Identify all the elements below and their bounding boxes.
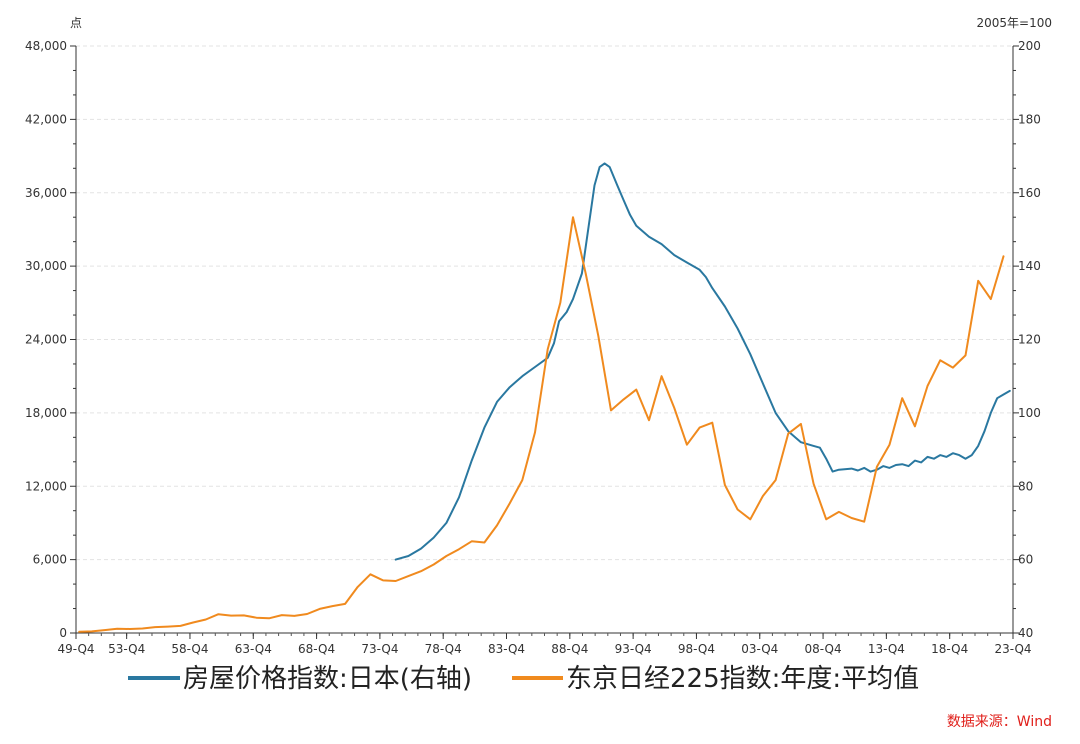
- left-tick-label: 6,000: [33, 553, 67, 567]
- x-tick-label: 98-Q4: [678, 642, 715, 656]
- right-tick-label: 200: [1018, 39, 1041, 53]
- right-tick-label: 40: [1018, 626, 1033, 640]
- right-tick-label: 160: [1018, 186, 1041, 200]
- series-line-nikkei: [78, 216, 1005, 633]
- right-tick-label: 140: [1018, 259, 1041, 273]
- legend: 房屋价格指数:日本(右轴) 东京日经225指数:年度:平均值: [128, 664, 919, 694]
- x-tick-label: 78-Q4: [425, 642, 462, 656]
- right-tick-label: 100: [1018, 406, 1041, 420]
- left-tick-label: 0: [59, 626, 67, 640]
- x-tick-label: 03-Q4: [741, 642, 778, 656]
- x-tick-label: 23-Q4: [994, 642, 1031, 656]
- legend-label-nikkei: 东京日经225指数:年度:平均值: [566, 664, 919, 694]
- x-tick-label: 73-Q4: [361, 642, 398, 656]
- left-tick-label: 24,000: [25, 333, 67, 347]
- grid-lines: [76, 45, 1013, 561]
- left-tick-label: 18,000: [25, 406, 67, 420]
- left-tick-label: 48,000: [25, 39, 67, 53]
- left-tick-label: 36,000: [25, 186, 67, 200]
- right-tick-label: 60: [1018, 553, 1033, 567]
- axes: 0 40 6,000 60 12,000 80 18,000 100 24,000 120 30,0…: [25, 39, 1041, 656]
- x-tick-label: 88-Q4: [551, 642, 588, 656]
- x-tick-label: 93-Q4: [615, 642, 652, 656]
- x-tick-label: 63-Q4: [235, 642, 272, 656]
- x-tick-label: 13-Q4: [868, 642, 905, 656]
- right-tick-label: 180: [1018, 112, 1041, 126]
- x-tick-label: 83-Q4: [488, 642, 525, 656]
- left-tick-label: 42,000: [25, 112, 67, 126]
- legend-label-house-price: 房屋价格指数:日本(右轴): [183, 664, 472, 694]
- left-tick-label: 30,000: [25, 259, 67, 273]
- series-line-house-price: [394, 162, 1011, 561]
- x-tick-label: 49-Q4: [57, 642, 94, 656]
- x-tick-label: 53-Q4: [108, 642, 145, 656]
- series-lines: [78, 162, 1011, 633]
- x-tick-label: 08-Q4: [805, 642, 842, 656]
- left-axis-unit: 点: [70, 16, 82, 30]
- x-tick-label: 68-Q4: [298, 642, 335, 656]
- right-tick-label: 120: [1018, 333, 1041, 347]
- right-tick-label: 80: [1018, 479, 1033, 493]
- left-tick-label: 12,000: [25, 479, 67, 493]
- x-tick-label: 58-Q4: [171, 642, 208, 656]
- source-note: 数据来源：Wind: [946, 714, 1052, 730]
- right-axis-unit: 2005年=100: [977, 16, 1053, 30]
- x-tick-label: 18-Q4: [931, 642, 968, 656]
